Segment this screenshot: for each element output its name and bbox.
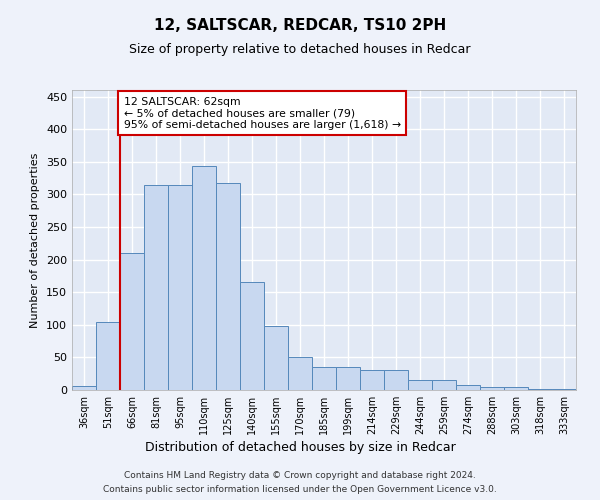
Bar bbox=[192, 166, 216, 390]
Bar bbox=[360, 370, 384, 390]
Bar bbox=[456, 385, 480, 390]
Bar bbox=[384, 370, 408, 390]
Bar bbox=[264, 326, 288, 390]
Bar bbox=[144, 184, 168, 390]
Bar bbox=[312, 367, 336, 390]
Text: 12 SALTSCAR: 62sqm
← 5% of detached houses are smaller (79)
95% of semi-detached: 12 SALTSCAR: 62sqm ← 5% of detached hous… bbox=[124, 96, 401, 130]
Y-axis label: Number of detached properties: Number of detached properties bbox=[31, 152, 40, 328]
Bar bbox=[288, 358, 312, 390]
Text: Size of property relative to detached houses in Redcar: Size of property relative to detached ho… bbox=[129, 42, 471, 56]
Text: Distribution of detached houses by size in Redcar: Distribution of detached houses by size … bbox=[145, 441, 455, 454]
Bar bbox=[96, 322, 120, 390]
Bar bbox=[528, 388, 552, 390]
Text: 12, SALTSCAR, REDCAR, TS10 2PH: 12, SALTSCAR, REDCAR, TS10 2PH bbox=[154, 18, 446, 32]
Bar bbox=[72, 386, 96, 390]
Bar bbox=[432, 380, 456, 390]
Bar bbox=[480, 386, 504, 390]
Text: Contains public sector information licensed under the Open Government Licence v3: Contains public sector information licen… bbox=[103, 484, 497, 494]
Bar bbox=[240, 282, 264, 390]
Bar bbox=[120, 253, 144, 390]
Text: Contains HM Land Registry data © Crown copyright and database right 2024.: Contains HM Land Registry data © Crown c… bbox=[124, 472, 476, 480]
Bar bbox=[168, 184, 192, 390]
Bar bbox=[504, 386, 528, 390]
Bar bbox=[336, 367, 360, 390]
Bar bbox=[408, 380, 432, 390]
Bar bbox=[216, 182, 240, 390]
